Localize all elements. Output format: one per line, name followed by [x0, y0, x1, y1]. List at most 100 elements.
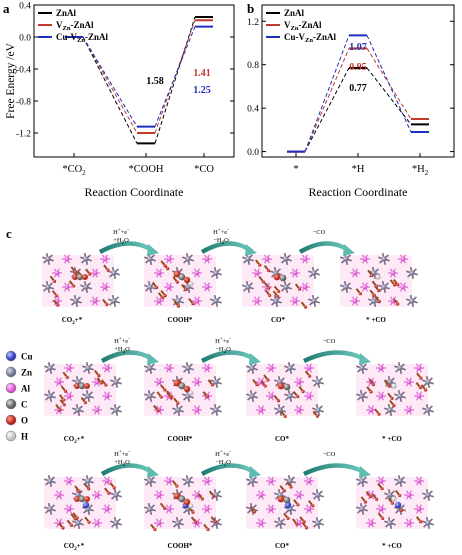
c-atom — [283, 383, 291, 391]
step-label-superscript: - — [227, 228, 229, 233]
b-legend-text: Cu-V — [284, 32, 306, 42]
h-atom — [188, 390, 194, 396]
zn-atom — [113, 379, 119, 385]
a-legend-label: VZn-ZnAl — [56, 20, 94, 32]
zn-atom — [425, 379, 431, 385]
o-atom — [183, 498, 191, 506]
o-atom — [106, 268, 110, 272]
o-atom — [396, 282, 400, 287]
o-atom — [205, 395, 209, 399]
al-atom — [406, 492, 412, 498]
cu-atom — [82, 501, 90, 509]
b-legend-label: Cu-VZn-ZnAl — [284, 32, 336, 44]
o-atom — [372, 293, 376, 297]
o-atom — [183, 385, 191, 393]
zn-atom — [387, 407, 393, 413]
h-atom — [188, 281, 194, 287]
zn-atom — [47, 393, 53, 399]
al-atom — [268, 393, 274, 399]
al-atom — [258, 492, 264, 498]
o-atom — [191, 510, 195, 514]
step-label-subscript: 2 — [224, 463, 227, 468]
slab-background — [144, 364, 216, 416]
atom-legend-swatch-cu — [5, 350, 17, 362]
al-atom — [306, 478, 312, 484]
pathway-step-label-line2: −H2O — [215, 346, 231, 355]
a-legend-tail: -ZnAl — [85, 32, 109, 42]
atom-legend-label: O — [21, 416, 28, 426]
zn-atom — [397, 478, 403, 484]
c-atom — [78, 382, 86, 390]
al-atom — [194, 298, 200, 304]
step-label-superscript: + — [220, 450, 223, 455]
a-y-tick-label: -0.8 — [16, 98, 31, 108]
al-atom — [104, 365, 110, 371]
o-atom — [267, 269, 271, 273]
al-atom — [156, 270, 162, 276]
o-atom — [55, 294, 59, 298]
o-atom — [377, 289, 381, 293]
pathway-state-label: CO* — [275, 542, 290, 550]
zn-atom — [315, 492, 321, 498]
al-atom — [378, 506, 384, 512]
pathway-step-label-line2: +H2O — [114, 346, 130, 355]
panel-a-annotations: 1.58 1.41 1.25 — [146, 68, 211, 96]
a-y-tick-label: 0.4 — [19, 2, 31, 12]
pathway-step-arrow — [100, 463, 154, 476]
al-atom — [362, 256, 368, 262]
zn-atom — [113, 492, 119, 498]
pathway-step-arrow — [298, 241, 350, 254]
o-atom — [282, 489, 286, 493]
state-label-text: COOH* — [168, 435, 193, 443]
o-atom — [296, 394, 300, 399]
o-atom — [83, 401, 88, 405]
al-atom — [292, 298, 298, 304]
al-atom — [416, 506, 422, 512]
state-label-text: * +CO — [382, 542, 402, 550]
zn-atom — [397, 365, 403, 371]
pathway-step-label: H++e- — [213, 228, 229, 236]
al-atom — [204, 506, 210, 512]
al-atom — [54, 270, 60, 276]
o-atom — [418, 385, 422, 390]
pathway-step-arrow — [303, 463, 366, 477]
o-atom — [62, 398, 66, 402]
zn-atom — [359, 506, 365, 512]
pathway-state-label: * +CO — [382, 542, 402, 550]
o-atom — [56, 303, 60, 307]
b-legend-subscript: Zn — [305, 37, 313, 44]
al-atom — [64, 256, 70, 262]
a-series-connector — [154, 16, 196, 144]
al-atom — [104, 478, 110, 484]
zn-atom — [343, 256, 349, 262]
o-atom — [371, 382, 376, 387]
zn-atom — [273, 298, 279, 304]
zn-atom — [425, 407, 431, 413]
a-energy-barrier-label: 1.41 — [193, 68, 211, 79]
al-atom — [66, 478, 72, 484]
zn-atom — [425, 492, 431, 498]
state-label-text: CO* — [275, 435, 290, 443]
o-atom — [261, 280, 265, 284]
step-label-text: −CO — [323, 338, 336, 345]
o-atom — [266, 378, 270, 382]
o-atom — [286, 516, 290, 520]
o-atom — [303, 305, 308, 309]
al-atom — [306, 506, 312, 512]
o-atom — [311, 504, 315, 508]
state-label-text: +* — [77, 435, 85, 443]
al-atom — [296, 379, 302, 385]
zn-atom — [85, 393, 91, 399]
pathway-step-label-line2: −H2O — [213, 237, 229, 246]
o-atom — [399, 508, 404, 513]
o-atom — [295, 522, 299, 526]
o-atom — [82, 274, 88, 280]
step-label-text: −H — [215, 346, 224, 353]
zn-atom — [213, 407, 219, 413]
panel-b-series — [287, 34, 429, 153]
a-energy-barrier-label: 1.25 — [193, 85, 211, 96]
a-x-tick-subscript: 2 — [82, 169, 86, 177]
pathway-state-label: CO2+* — [64, 435, 85, 445]
